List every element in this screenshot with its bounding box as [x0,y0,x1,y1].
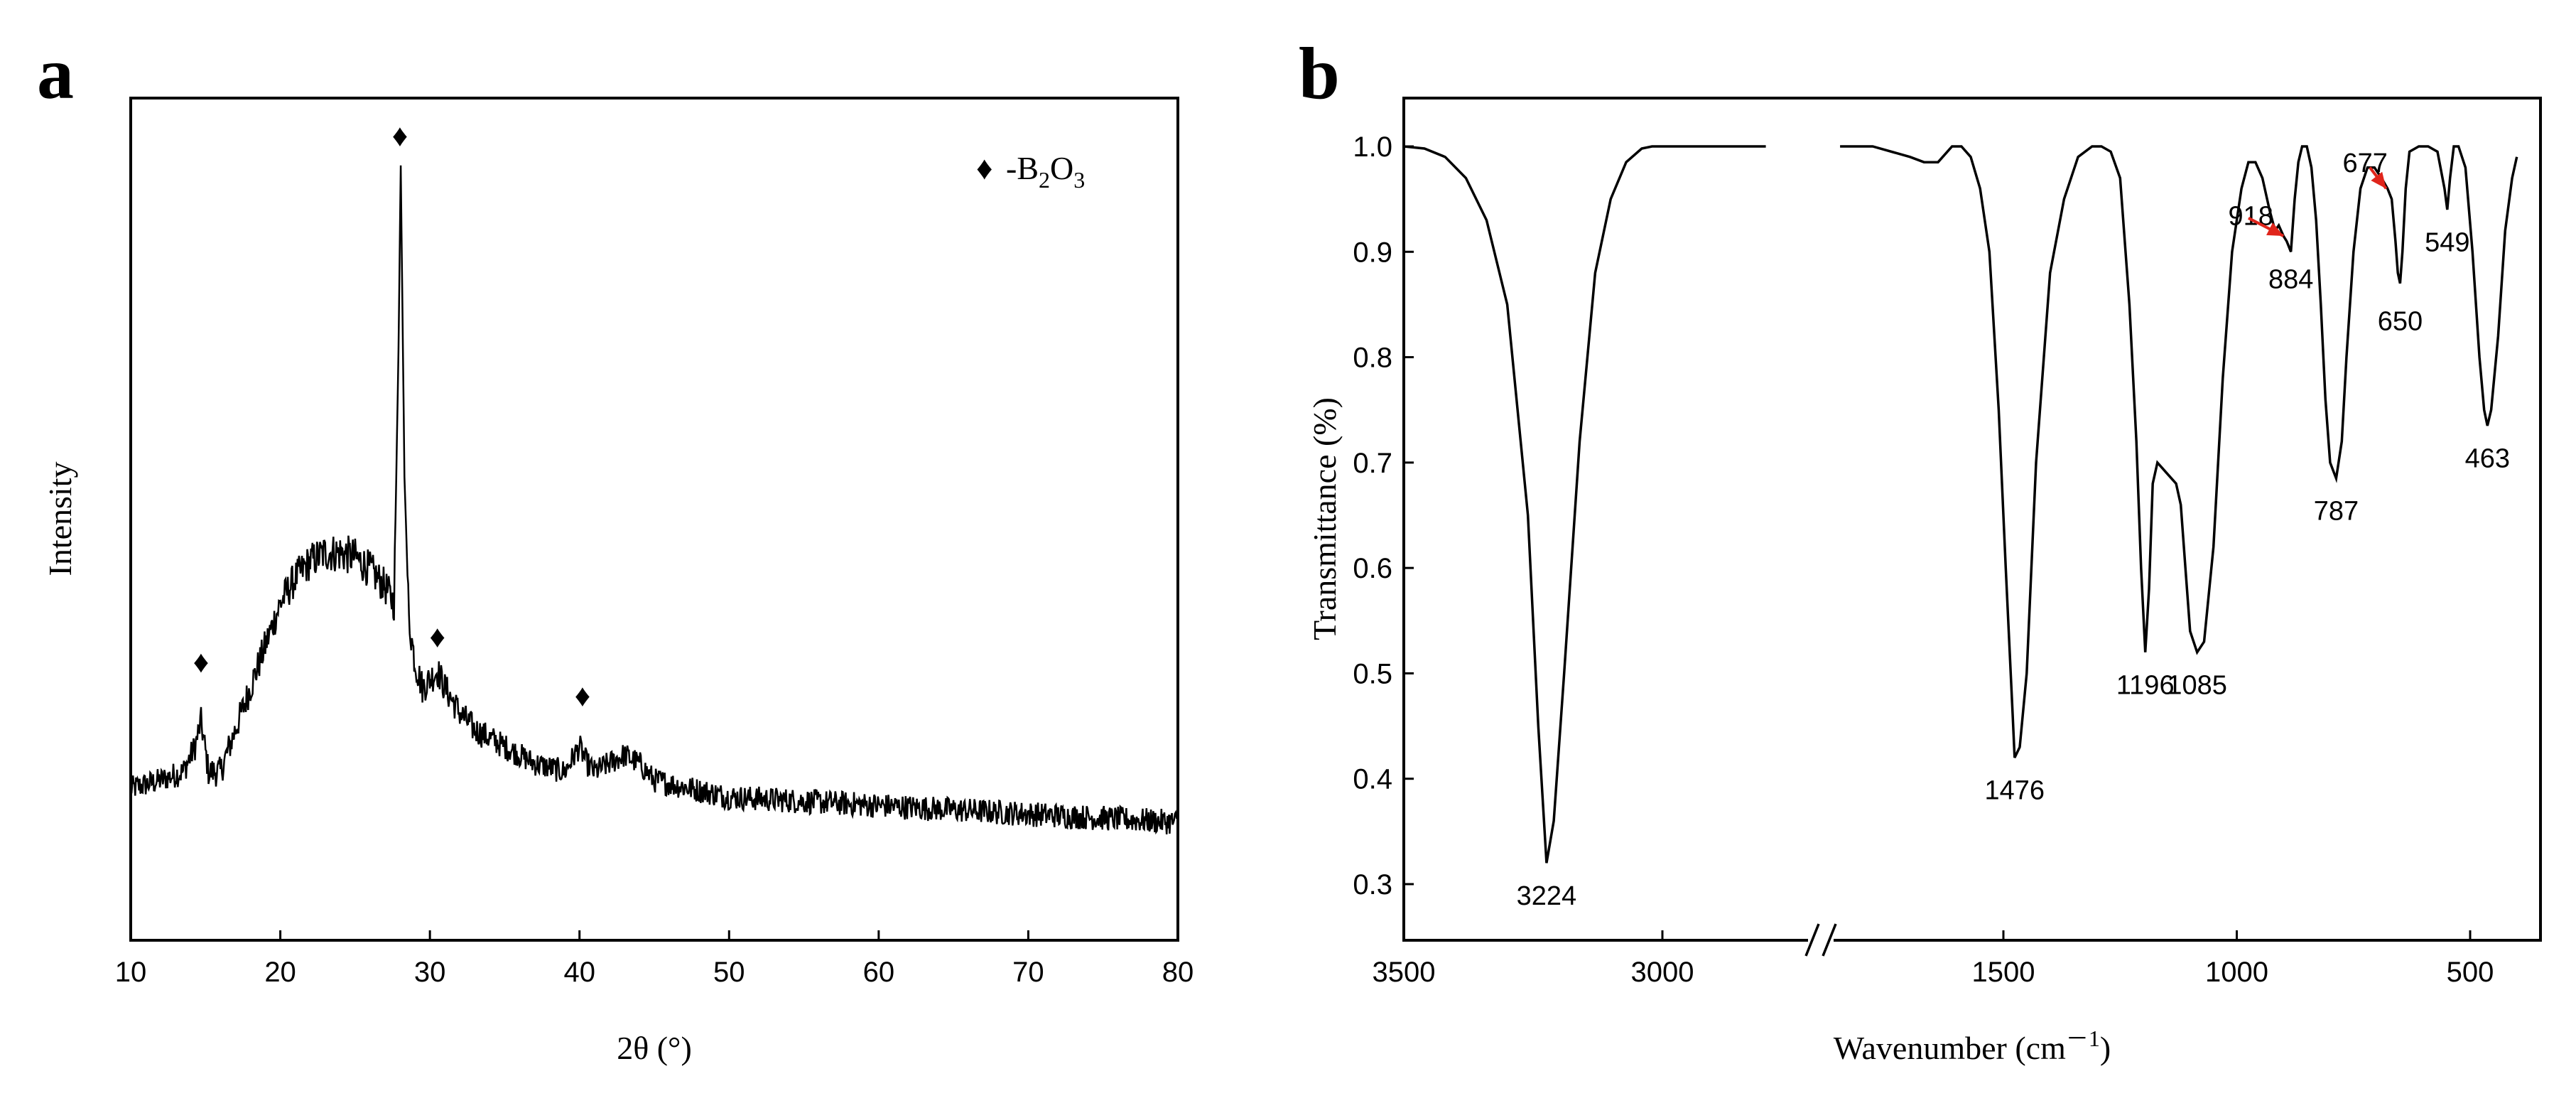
a-x-tick-label: 80 [1162,957,1194,988]
panel-b-label: b [1299,33,1340,114]
panel-b-arrows [2248,166,2388,237]
panel-b-series-line-high [1403,145,1766,864]
panel-a-peak-markers: ♦ ♦ ♦ ♦ [193,118,590,713]
b-x-tick-label: 500 [2447,957,2494,988]
legend-label: -B2O3 [1006,150,1085,193]
peak-diamond-icon: ♦ [575,678,590,713]
panel-a-series-line [129,165,1179,835]
peak-label-1196: 1196 [2116,670,2175,700]
b-y-tick-label: 0.6 [1353,553,1392,584]
peak-diamond-icon: ♦ [392,118,408,153]
a-x-tick-label: 20 [264,957,296,988]
peak-diamond-icon: ♦ [193,645,209,679]
b-x-tick-label: 1000 [2205,957,2268,988]
peak-label-463: 463 [2465,443,2510,473]
peak-label-1476: 1476 [1984,776,2045,806]
arrow-head-icon [2371,171,2386,189]
peak-label-787: 787 [2314,497,2359,527]
b-y-tick-label: 0.5 [1353,658,1392,689]
a-x-tick-label: 60 [863,957,895,988]
panel-b-series-line-low [1840,145,2518,758]
panel-b-y-axis-title: Transmittance (%) [1306,397,1343,640]
peak-label-3224: 3224 [1517,881,1577,911]
b-y-tick-label: 0.4 [1353,764,1392,795]
b-y-tick-label: 0.7 [1353,448,1392,479]
peak-label-1085: 1085 [2167,670,2227,700]
b-y-tick-label: 0.9 [1353,237,1392,268]
arrow-head-icon [2266,222,2284,237]
b-y-tick-label: 0.8 [1353,343,1392,374]
legend-diamond-icon: ♦ [976,150,992,186]
panel-a-label: a [37,33,74,114]
peak-label-650: 650 [2378,307,2423,337]
panel-b: b 3500 3000 1500 1000 500 0.3 0.4 0.5 0.6 0.7 0.8 0… [1299,33,2542,1066]
panel-a-frame [129,97,1179,942]
a-x-tick-label: 40 [563,957,595,988]
b-x-tick-label: 3500 [1373,957,1436,988]
panel-b-ticks: 3500 3000 1500 1000 500 0.3 0.4 0.5 0.6 0.7 0.8 0.9… [1353,131,2494,988]
panel-a-legend: ♦ -B2O3 [976,150,1085,193]
b-x-tick-label: 3000 [1631,957,1694,988]
b-x-tick-label: 1500 [1972,957,2035,988]
panel-a-x-ticks: 10 20 30 40 50 60 70 80 [115,930,1194,988]
panel-a-x-axis-title: 2θ (°) [617,1030,692,1066]
a-x-tick-label: 10 [115,957,147,988]
panel-a-y-axis-title: Intensity [42,462,78,576]
peak-label-549: 549 [2425,227,2469,257]
peak-label-884: 884 [2268,264,2313,294]
a-x-tick-label: 50 [713,957,745,988]
peak-diamond-icon: ♦ [429,619,445,654]
panel-b-x-axis-title: Wavenumber (cm－1) [1834,1026,2111,1066]
a-x-tick-label: 30 [414,957,446,988]
panel-b-frame [1402,97,2542,942]
b-y-tick-label: 1.0 [1353,131,1392,163]
b-y-tick-label: 0.3 [1353,869,1392,900]
a-x-tick-label: 70 [1012,957,1044,988]
panel-a: a 10 20 30 40 50 60 70 80 ♦ ♦ ♦ ♦ ♦ -B2O3 2θ (°) I… [37,33,1194,1066]
axis-break-icon [1804,923,1837,957]
